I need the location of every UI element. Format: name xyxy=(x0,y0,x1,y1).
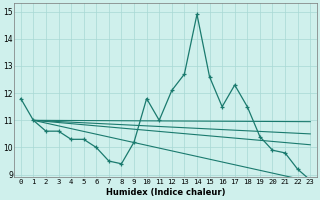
X-axis label: Humidex (Indice chaleur): Humidex (Indice chaleur) xyxy=(106,188,225,197)
